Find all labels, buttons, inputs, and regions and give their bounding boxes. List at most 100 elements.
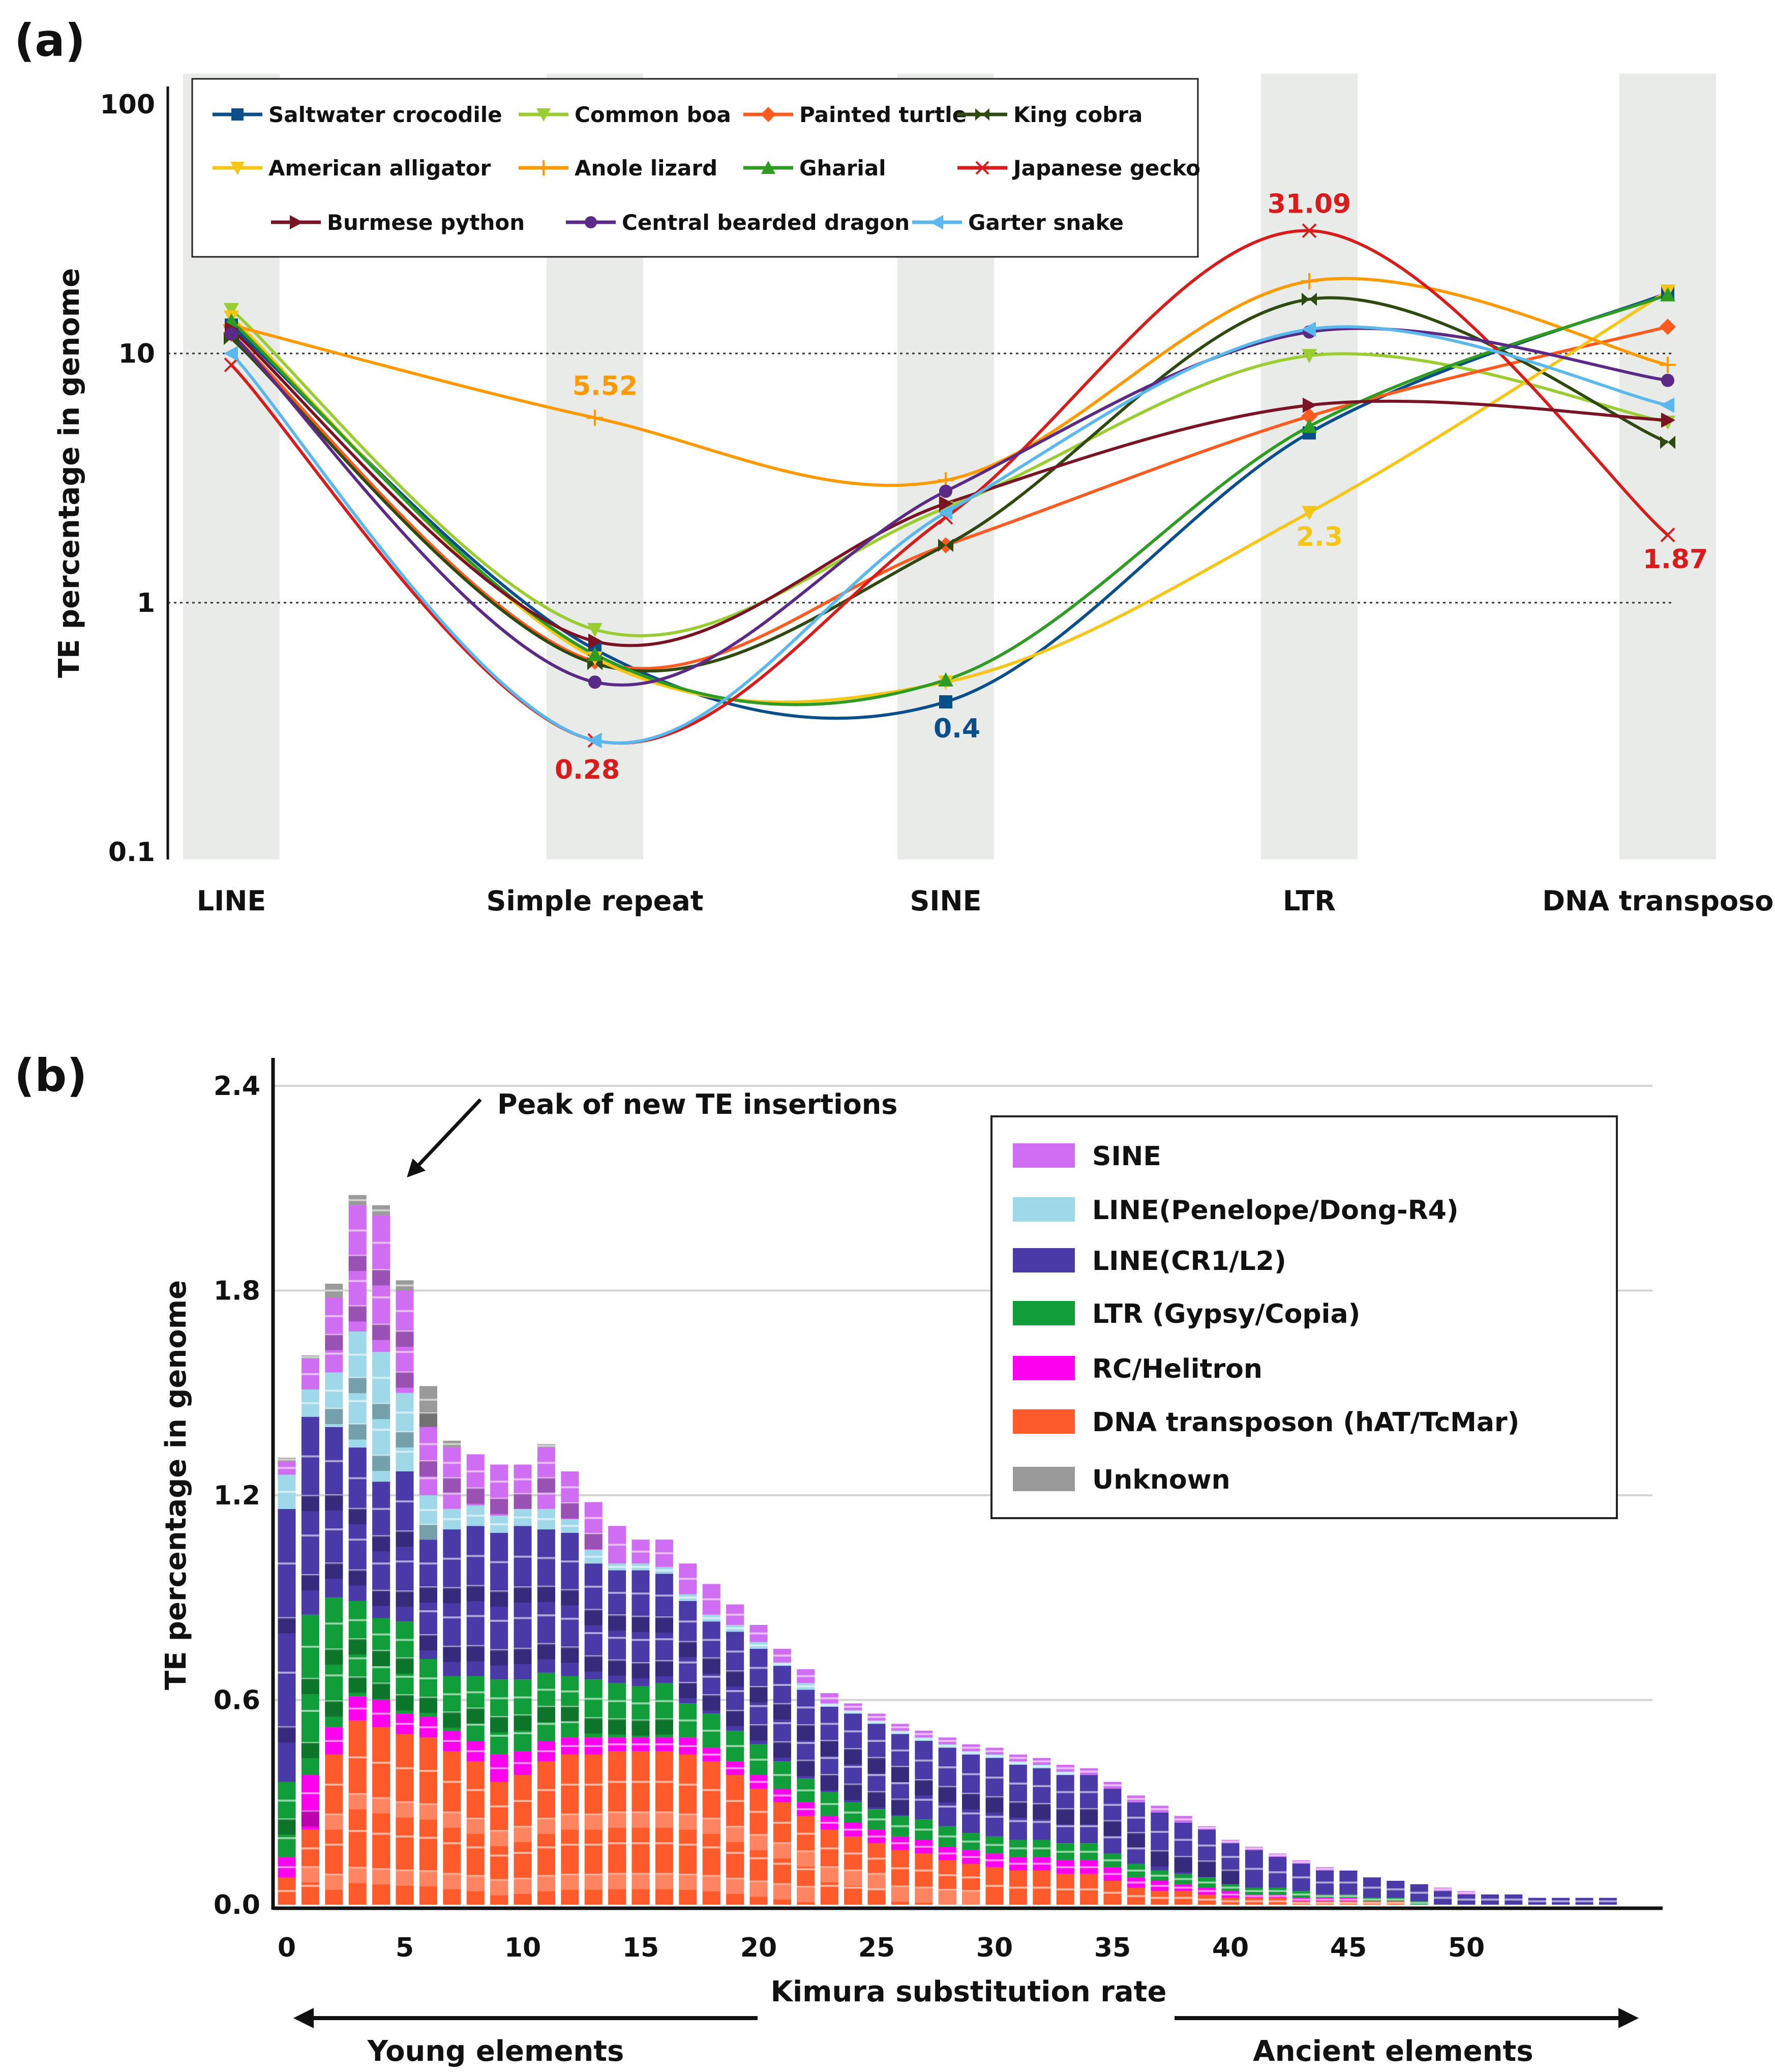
bar-stack-44 [1316,1867,1334,1905]
bar-family-divider-line-cr1-l2--12-3 [561,1617,579,1620]
bar-family-band-dna-transposon-hat-tcmar--23-2 [820,1867,838,1883]
bar-family-band-line-cr1-l2--23-2 [820,1741,838,1756]
bar-family-band-line-cr1-l2--29-2 [962,1793,980,1809]
bar-family-divider-sine-41-1 [1245,1847,1263,1850]
bar-family-divider-rc-helitron-6-1 [419,1726,437,1729]
legend-label-american-alligator: American alligator [268,156,491,181]
bar-family-divider-ltr-gypsy-copia--38-1 [1174,1878,1192,1880]
bar-family-divider-line-cr1-l2--36-3 [1127,1847,1145,1850]
bar-family-divider-sine-10-1 [514,1478,532,1481]
bar-family-divider-unknown-11-1 [537,1444,555,1447]
panel-b-y-tick-labels: 2.4 1.8 1.2 0.6 0.0 [214,1071,260,1920]
bar-stack-5 [396,1280,414,1905]
bar-family-divider-line-cr1-l2--43-1 [1292,1876,1310,1879]
bar-family-band-line-penelope-dong-r4--6-2 [419,1525,437,1540]
bar-family-divider-line-cr1-l2--5-3 [396,1560,414,1563]
bar-family-band-line-cr1-l2--0-4 [278,1727,296,1743]
bar-family-divider-dna-transposon-hat-tcmar--24-1 [844,1852,862,1855]
bar-family-band-line-cr1-l2--25-2 [867,1758,886,1773]
bar-family-divider-dna-transposon-hat-tcmar--9-3 [490,1854,508,1857]
bar-family-divider-line-cr1-l2--1-3 [301,1534,319,1537]
bar-family-band-dna-transposon-hat-tcmar--28-2 [938,1889,956,1905]
bar-family-band-dna-transposon-hat-tcmar--20-2 [749,1835,768,1851]
bar-family-band-dna-transposon-hat-tcmar--24-2 [844,1870,862,1886]
bar-family-divider-line-penelope-dong-r4--32-1 [1033,1765,1051,1768]
bar-family-divider-sine-5-1 [396,1310,414,1312]
bar-family-divider-line-penelope-dong-r4--16-1 [655,1569,673,1572]
bar-family-divider-unknown-5-1 [396,1284,414,1287]
bar-family-divider-line-cr1-l2--19-1 [726,1650,744,1653]
bar-family-band-dna-transposon-hat-tcmar--20-4 [749,1881,768,1897]
bar-family-divider-rc-helitron-44-1 [1316,1898,1334,1901]
bar-stack-11 [537,1444,555,1905]
bar-family-divider-dna-transposon-hat-tcmar--21-3 [773,1862,791,1865]
bar-family-divider-line-cr1-l2--21-1 [773,1683,791,1686]
bar-family-divider-line-penelope-dong-r4--19-1 [726,1627,744,1630]
bar-family-band-line-cr1-l2--11-2 [537,1586,555,1602]
legend-marker-american-alligator [230,162,245,175]
bar-family-divider-line-cr1-l2--16-1 [655,1594,673,1597]
bar-family-divider-rc-helitron-34-1 [1080,1866,1098,1869]
annotation-0.4: 0.4 [934,714,980,744]
bar-stack-1 [301,1355,319,1905]
bar-family-divider-sine-34-1 [1080,1770,1098,1773]
bar-family-divider-sine-44-1 [1316,1868,1334,1870]
bar-family-divider-rc-helitron-25-1 [867,1835,886,1838]
marker-gharial-3 [1302,419,1317,433]
bar-family-divider-dna-transposon-hat-tcmar--5-1 [396,1767,414,1769]
marker-japanese-gecko-0 [224,358,239,372]
bar-family-divider-ltr-gypsy-copia--23-1 [820,1803,838,1805]
bar-family-divider-rc-helitron-5-1 [396,1723,414,1725]
bar-stack-43 [1292,1860,1310,1905]
bar-family-band-dna-transposon-hat-tcmar--1-2 [301,1867,319,1883]
bar-stack-29 [962,1744,980,1905]
bar-family-band-sine-3-2 [348,1256,367,1271]
bar-family-band-ltr-gypsy-copia--14-2 [608,1719,626,1735]
bar-family-band-ltr-gypsy-copia--2-4 [325,1701,343,1717]
bar-family-divider-ltr-gypsy-copia--10-3 [514,1732,532,1734]
marker-burmese-python-4 [1661,412,1675,428]
bar-family-band-line-cr1-l2--13-4 [584,1656,603,1672]
category-label-2: SINE [910,885,981,917]
bar-family-divider-dna-transposon-hat-tcmar--13-1 [584,1783,603,1786]
bar-family-divider-sine-38-1 [1174,1818,1192,1821]
bar-family-band-line-cr1-l2--5-4 [396,1591,414,1607]
bar-family-divider-dna-transposon-hat-tcmar--45-1 [1339,1902,1358,1904]
bar-family-divider-line-cr1-l2--0-3 [278,1671,296,1674]
bar-family-band-line-cr1-l2--14-4 [608,1660,626,1676]
bar-stack-38 [1174,1816,1192,1905]
bar-family-divider-dna-transposon-hat-tcmar--19-1 [726,1800,744,1802]
bar-family-divider-rc-helitron-0-1 [278,1866,296,1869]
bar-family-divider-line-cr1-l2--27-1 [915,1759,933,1762]
bar-family-divider-sine-1-1 [301,1373,319,1375]
bar-family-band-line-cr1-l2--39-2 [1198,1861,1216,1877]
bar-family-divider-rc-helitron-42-1 [1269,1895,1287,1898]
category-label-3: LTR [1283,885,1336,917]
legend-swatch-unknown [1013,1467,1075,1491]
bar-family-divider-line-cr1-l2--37-1 [1151,1830,1169,1833]
bar-family-divider-line-cr1-l2--11-3 [537,1614,555,1617]
bar-stack-3 [348,1195,367,1905]
bar-family-divider-line-cr1-l2--32-3 [1033,1821,1051,1823]
marker-central-bearded-dragon-4 [1661,373,1674,387]
bar-family-divider-rc-helitron-40-1 [1221,1893,1240,1896]
bar-family-divider-unknown-0-1 [278,1458,296,1461]
bar-stack-22 [797,1669,815,1905]
peak-annotation-arrow [407,1098,482,1178]
bar-family-divider-ltr-gypsy-copia--5-3 [396,1675,414,1678]
bar-family-divider-sine-28-1 [938,1740,956,1742]
bar-family-band-line-cr1-l2--6-4 [419,1635,437,1651]
bar-family-band-ltr-gypsy-copia--6-2 [419,1698,437,1713]
bar-family-divider-ltr-gypsy-copia--41-1 [1245,1890,1263,1892]
bar-family-divider-line-penelope-dong-r4--12-1 [561,1525,579,1527]
bar-family-divider-rc-helitron-19-1 [726,1767,744,1769]
bar-family-band-dna-transposon-hat-tcmar--11-2 [537,1818,555,1834]
bar-family-divider-sine-43-1 [1292,1861,1310,1863]
bar-family-divider-line-cr1-l2--16-3 [655,1638,673,1641]
panel-a-legend-items: Saltwater crocodile Common boa Painted tur… [213,102,1200,235]
bar-family-divider-line-cr1-l2--41-1 [1245,1868,1263,1870]
bar-family-divider-ltr-gypsy-copia--35-1 [1103,1859,1122,1861]
bar-family-divider-line-cr1-l2--45-1 [1339,1881,1358,1884]
bar-family-divider-line-cr1-l2--12-1 [561,1560,579,1563]
